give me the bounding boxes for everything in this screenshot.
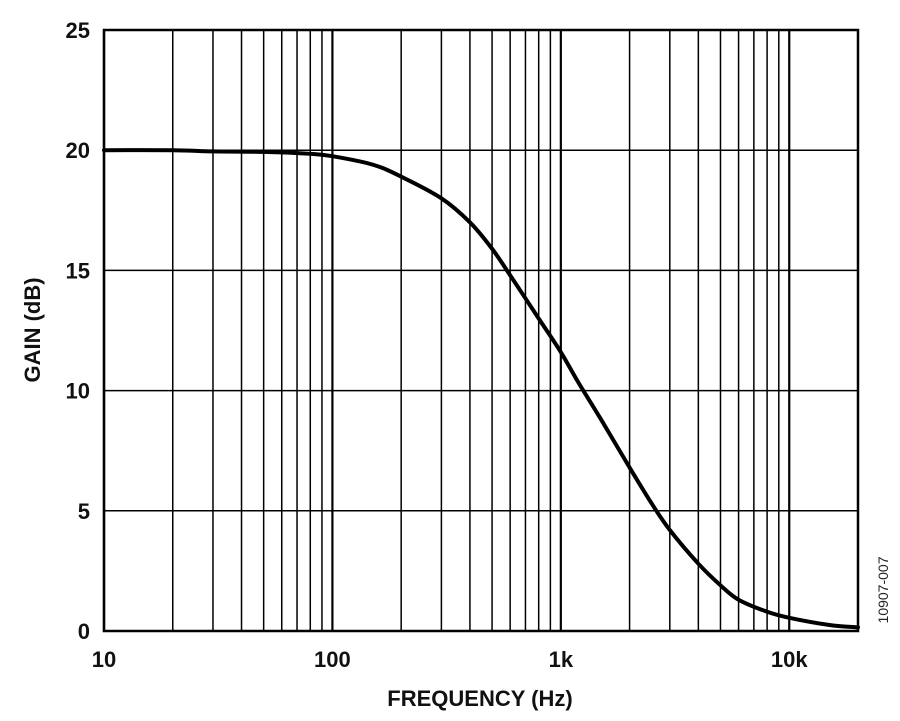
- grid: [102, 29, 859, 632]
- series-layer: [102, 148, 860, 630]
- figure-id: 10907-007: [875, 556, 891, 623]
- plot-frame: [102, 28, 860, 633]
- y-tick-label: 10: [66, 379, 90, 404]
- x-tick-label: 100: [314, 647, 351, 672]
- gain-curve: [102, 148, 860, 630]
- y-axis-title: GAIN (dB): [20, 277, 45, 382]
- x-tick-label: 10k: [771, 647, 808, 672]
- y-tick-label: 25: [66, 18, 90, 43]
- y-tick-label: 15: [66, 258, 90, 283]
- x-tick-label: 1k: [549, 647, 574, 672]
- x-tick-label: 10: [92, 647, 116, 672]
- y-tick-label: 5: [78, 499, 90, 524]
- y-tick-label: 20: [66, 138, 90, 163]
- y-tick-label: 0: [78, 619, 90, 644]
- y-tick-labels: 0 5 10 15 20 25: [66, 18, 90, 644]
- x-axis-title: FREQUENCY (Hz): [387, 686, 572, 711]
- x-tick-labels: 10 100 1k 10k: [92, 647, 809, 672]
